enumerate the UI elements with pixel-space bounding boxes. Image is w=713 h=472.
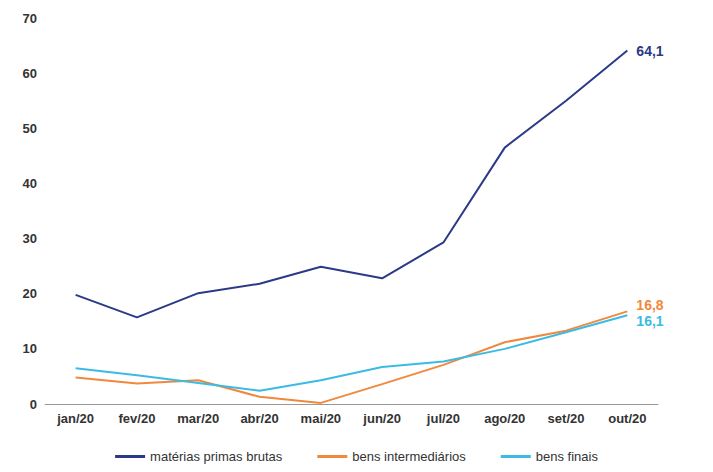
svg-text:matérias primas brutas: matérias primas brutas	[150, 449, 283, 464]
svg-text:out/20: out/20	[608, 411, 646, 426]
svg-text:jul/20: jul/20	[426, 411, 460, 426]
svg-text:jan/20: jan/20	[56, 411, 94, 426]
svg-text:16,1: 16,1	[636, 313, 663, 329]
svg-text:fev/20: fev/20	[119, 411, 156, 426]
svg-text:50: 50	[23, 121, 37, 136]
svg-text:64,1: 64,1	[636, 43, 663, 59]
svg-text:60: 60	[23, 66, 37, 81]
svg-text:10: 10	[23, 341, 37, 356]
svg-text:set/20: set/20	[548, 411, 585, 426]
svg-text:70: 70	[23, 11, 37, 26]
svg-text:mar/20: mar/20	[177, 411, 219, 426]
svg-text:jun/20: jun/20	[362, 411, 401, 426]
svg-text:ago/20: ago/20	[484, 411, 525, 426]
svg-text:0: 0	[30, 397, 37, 412]
svg-text:mai/20: mai/20	[301, 411, 341, 426]
svg-text:30: 30	[23, 231, 37, 246]
svg-text:bens intermediários: bens intermediários	[352, 449, 466, 464]
svg-text:abr/20: abr/20	[240, 411, 278, 426]
svg-text:20: 20	[23, 286, 37, 301]
svg-text:16,8: 16,8	[636, 297, 663, 313]
svg-text:bens finais: bens finais	[536, 449, 599, 464]
svg-text:40: 40	[23, 176, 37, 191]
